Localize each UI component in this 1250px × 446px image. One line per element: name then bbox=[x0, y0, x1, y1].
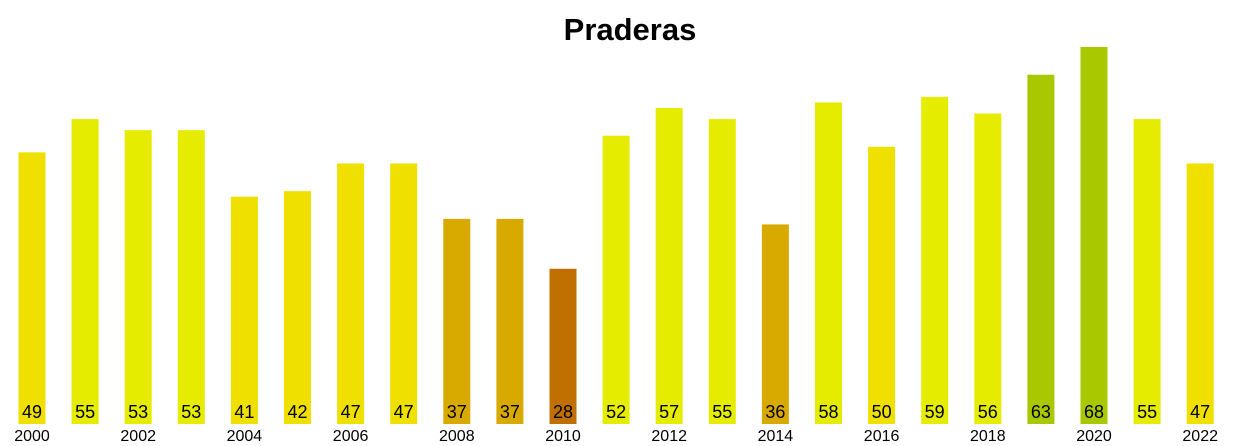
value-label: 47 bbox=[341, 402, 361, 422]
x-tick-label: 2000 bbox=[14, 428, 50, 445]
x-tick-label: 2020 bbox=[1076, 428, 1112, 445]
chart-title: Praderas bbox=[564, 12, 697, 47]
value-label: 36 bbox=[765, 402, 785, 422]
bar bbox=[18, 152, 46, 424]
bar bbox=[708, 119, 736, 424]
value-label: 55 bbox=[75, 402, 95, 422]
value-label: 63 bbox=[1031, 402, 1051, 422]
value-label: 41 bbox=[234, 402, 254, 422]
bar bbox=[761, 224, 789, 424]
value-label: 58 bbox=[818, 402, 838, 422]
bar bbox=[815, 102, 842, 424]
value-label: 55 bbox=[712, 402, 732, 422]
x-tick-label: 2012 bbox=[651, 428, 687, 445]
x-tick-label: 2014 bbox=[758, 428, 794, 445]
bar bbox=[974, 113, 1002, 424]
x-tick-label: 2002 bbox=[120, 428, 156, 445]
bar bbox=[1186, 163, 1214, 424]
bar bbox=[230, 196, 258, 424]
value-label: 47 bbox=[1190, 402, 1210, 422]
bar bbox=[177, 130, 205, 424]
bar bbox=[284, 191, 311, 424]
value-label: 37 bbox=[447, 402, 467, 422]
x-tick-label: 2006 bbox=[333, 428, 369, 445]
value-label: 42 bbox=[287, 402, 307, 422]
value-label: 53 bbox=[128, 402, 148, 422]
x-tick-label: 2010 bbox=[545, 428, 581, 445]
x-tick-label: 2016 bbox=[864, 428, 900, 445]
value-label: 59 bbox=[925, 402, 945, 422]
bar bbox=[1133, 119, 1161, 424]
value-label: 68 bbox=[1084, 402, 1104, 422]
value-label: 52 bbox=[606, 402, 626, 422]
bar bbox=[655, 107, 683, 424]
bar bbox=[1080, 47, 1108, 425]
x-tick-label: 2018 bbox=[970, 428, 1006, 445]
value-label: 55 bbox=[1137, 402, 1157, 422]
bar bbox=[71, 119, 99, 424]
bar bbox=[390, 163, 418, 424]
value-label: 49 bbox=[22, 402, 42, 422]
value-label: 57 bbox=[659, 402, 679, 422]
x-tick-label: 2008 bbox=[439, 428, 475, 445]
bar bbox=[602, 135, 630, 424]
value-label: 53 bbox=[181, 402, 201, 422]
value-label: 50 bbox=[872, 402, 892, 422]
value-label: 37 bbox=[500, 402, 520, 422]
value-label: 28 bbox=[553, 402, 573, 422]
bar bbox=[549, 268, 577, 424]
value-label: 47 bbox=[394, 402, 414, 422]
bar bbox=[337, 163, 365, 424]
x-tick-label: 2004 bbox=[227, 428, 263, 445]
x-tick-label: 2022 bbox=[1182, 428, 1218, 445]
bar bbox=[921, 96, 949, 425]
bar bbox=[1027, 74, 1055, 424]
bar bbox=[496, 218, 524, 424]
bar bbox=[124, 130, 152, 424]
value-label: 56 bbox=[978, 402, 998, 422]
bar bbox=[443, 218, 471, 424]
bar bbox=[868, 146, 896, 425]
